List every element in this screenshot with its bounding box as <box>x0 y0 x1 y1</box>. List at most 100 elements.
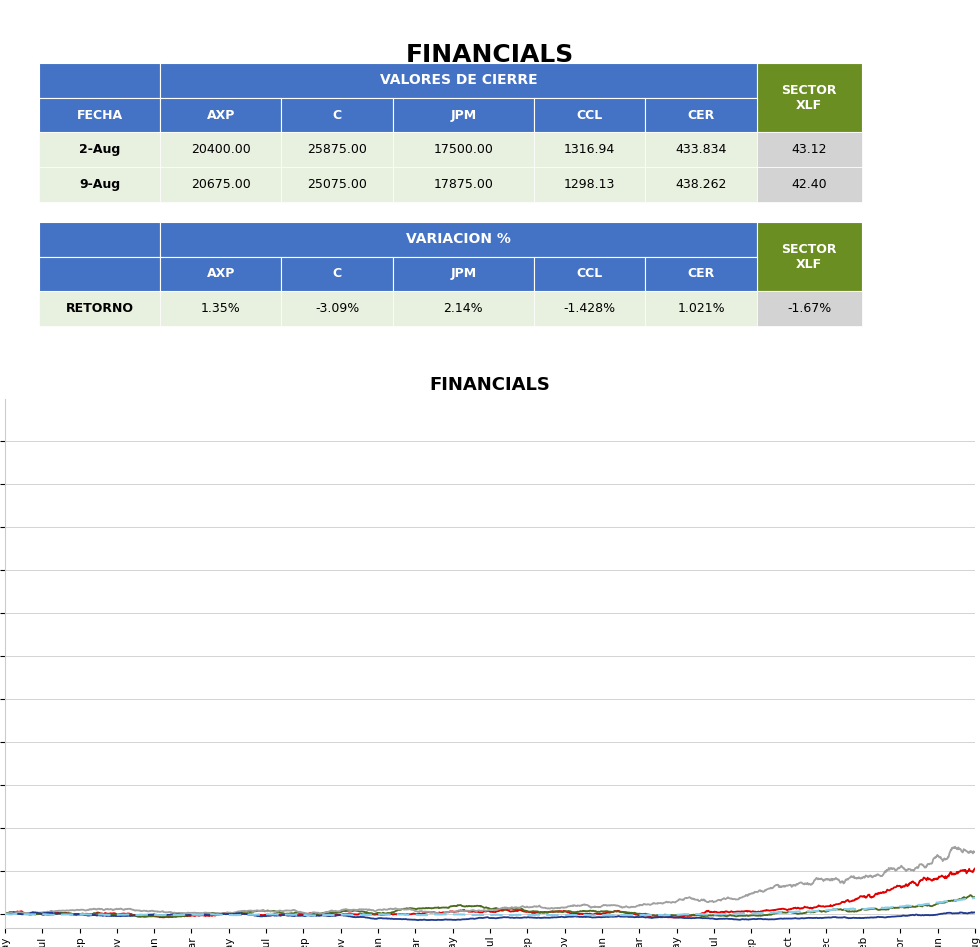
FancyBboxPatch shape <box>534 292 645 326</box>
FancyBboxPatch shape <box>757 292 861 326</box>
Line: CER: CER <box>5 898 975 916</box>
Text: AXP: AXP <box>207 109 235 121</box>
FancyBboxPatch shape <box>160 257 281 292</box>
AXP <box>0 908 11 920</box>
AXP <box>662 911 673 922</box>
Text: VARIACION %: VARIACION % <box>406 232 511 246</box>
JPM <box>435 908 447 920</box>
FancyBboxPatch shape <box>39 133 160 168</box>
CER <box>363 909 374 920</box>
JPM <box>950 841 961 852</box>
FancyBboxPatch shape <box>281 133 393 168</box>
Text: -1.428%: -1.428% <box>564 302 615 315</box>
Text: SECTOR
XLF: SECTOR XLF <box>781 242 837 271</box>
FancyBboxPatch shape <box>645 133 757 168</box>
CER <box>55 909 67 920</box>
FancyBboxPatch shape <box>39 222 160 257</box>
CER <box>969 892 980 903</box>
Text: 2.14%: 2.14% <box>444 302 483 315</box>
AXP <box>362 908 373 920</box>
FancyBboxPatch shape <box>757 168 861 202</box>
FancyBboxPatch shape <box>39 63 160 98</box>
FancyBboxPatch shape <box>393 292 534 326</box>
C <box>55 907 67 919</box>
Line: C: C <box>5 895 975 918</box>
Text: 1298.13: 1298.13 <box>564 178 615 191</box>
Text: JPM: JPM <box>450 267 476 280</box>
FancyBboxPatch shape <box>534 168 645 202</box>
FancyBboxPatch shape <box>160 222 757 257</box>
Text: SECTOR
XLF: SECTOR XLF <box>781 83 837 112</box>
FancyBboxPatch shape <box>534 98 645 133</box>
Text: FECHA: FECHA <box>76 109 122 121</box>
CER <box>206 908 218 920</box>
CCL <box>362 912 373 923</box>
FancyBboxPatch shape <box>534 133 645 168</box>
AXP <box>400 909 412 920</box>
FancyBboxPatch shape <box>393 257 534 292</box>
JPM <box>55 905 67 917</box>
CCL <box>400 913 412 924</box>
FancyBboxPatch shape <box>281 98 393 133</box>
FancyBboxPatch shape <box>39 257 160 292</box>
FancyBboxPatch shape <box>160 98 281 133</box>
Text: 438.262: 438.262 <box>675 178 727 191</box>
FancyBboxPatch shape <box>393 98 534 133</box>
Text: CCL: CCL <box>576 267 603 280</box>
FancyBboxPatch shape <box>645 168 757 202</box>
FancyBboxPatch shape <box>393 168 534 202</box>
JPM <box>400 903 412 915</box>
Text: AXP: AXP <box>207 267 235 280</box>
CER <box>0 908 11 920</box>
FancyBboxPatch shape <box>39 98 160 133</box>
JPM <box>362 904 373 916</box>
FancyBboxPatch shape <box>281 257 393 292</box>
C <box>207 907 219 919</box>
JPM <box>662 897 673 908</box>
AXP <box>206 910 218 921</box>
CER <box>662 909 673 920</box>
FancyBboxPatch shape <box>160 168 281 202</box>
Text: 42.40: 42.40 <box>792 178 827 191</box>
FancyBboxPatch shape <box>160 292 281 326</box>
Line: CCL: CCL <box>5 912 975 920</box>
CER <box>395 909 407 920</box>
FancyBboxPatch shape <box>160 63 757 98</box>
CCL <box>662 911 673 922</box>
FancyBboxPatch shape <box>757 63 861 133</box>
CCL <box>969 907 980 919</box>
Text: 25875.00: 25875.00 <box>308 143 368 156</box>
Text: -3.09%: -3.09% <box>315 302 360 315</box>
Text: JPM: JPM <box>450 109 476 121</box>
Title: FINANCIALS: FINANCIALS <box>429 376 551 394</box>
JPM <box>395 903 407 915</box>
CER <box>400 909 412 920</box>
Text: 17875.00: 17875.00 <box>433 178 493 191</box>
C <box>363 907 374 919</box>
Text: CER: CER <box>687 109 714 121</box>
AXP <box>969 863 980 874</box>
Text: 20675.00: 20675.00 <box>191 178 251 191</box>
Text: 1.021%: 1.021% <box>677 302 725 315</box>
FancyBboxPatch shape <box>645 98 757 133</box>
FancyBboxPatch shape <box>645 257 757 292</box>
Text: C: C <box>332 109 342 121</box>
C <box>163 912 174 923</box>
AXP <box>670 912 682 923</box>
FancyBboxPatch shape <box>757 222 861 292</box>
CCL <box>966 906 978 918</box>
CCL <box>413 915 424 926</box>
C <box>969 891 980 902</box>
FancyBboxPatch shape <box>393 133 534 168</box>
C <box>400 902 412 914</box>
Text: C: C <box>332 267 342 280</box>
C <box>965 889 977 901</box>
Text: 20400.00: 20400.00 <box>191 143 251 156</box>
AXP <box>55 907 67 919</box>
Text: 433.834: 433.834 <box>675 143 727 156</box>
CCL <box>395 913 407 924</box>
FancyBboxPatch shape <box>757 133 861 168</box>
Text: 9-Aug: 9-Aug <box>79 178 121 191</box>
CCL <box>0 908 11 920</box>
JPM <box>969 847 980 858</box>
